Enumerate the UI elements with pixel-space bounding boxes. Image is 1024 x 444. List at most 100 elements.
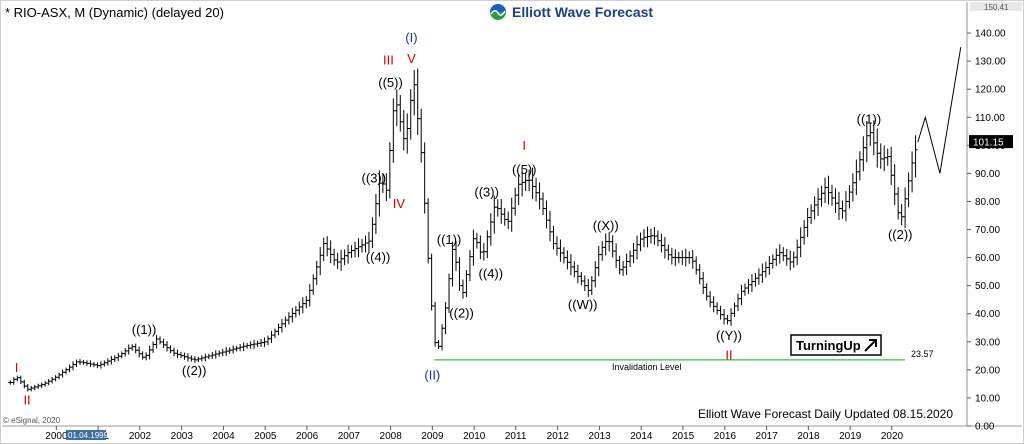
wave-label: ((5)) (512, 162, 537, 177)
footer-update-text: Elliott Wave Forecast Daily Updated 08.1… (698, 407, 953, 421)
ohlc-bar (328, 240, 333, 264)
ohlc-bar (910, 151, 915, 193)
ohlc-bar (885, 148, 890, 166)
ohlc-bar (582, 275, 587, 292)
ohlc-bar (151, 341, 156, 353)
x-tick-label: 2014 (630, 431, 653, 442)
wave-label: ((3)) (474, 184, 499, 199)
x-tick-label: 2007 (338, 431, 361, 442)
ohlc-bar (283, 316, 288, 328)
ohlc-bar (506, 211, 511, 230)
ohlc-bar (234, 345, 239, 352)
ohlc-bar (433, 301, 438, 347)
ohlc-bar (429, 253, 434, 311)
wave-label: II (23, 393, 30, 408)
ohlc-bar (669, 247, 674, 265)
y-tick-label: 0.00 (975, 422, 995, 433)
ohlc-bar (749, 274, 754, 293)
ohlc-bar (652, 227, 657, 245)
ohlc-bar (854, 159, 859, 196)
ohlc-bar (697, 264, 702, 285)
ohlc-bar (875, 128, 880, 168)
ohlc-bar (701, 271, 706, 295)
ohlc-bar (694, 256, 699, 275)
ohlc-bar (579, 271, 584, 286)
ohlc-bar (655, 230, 660, 247)
wave-label: ((1)) (437, 232, 462, 247)
ohlc-bar (746, 278, 751, 294)
logo: Elliott Wave Forecast (490, 4, 653, 20)
ohlc-bar (373, 194, 378, 234)
ohlc-bar (896, 187, 901, 220)
ohlc-bar (715, 302, 720, 315)
ohlc-bar (795, 239, 800, 266)
wave-label: ((2)) (888, 227, 913, 242)
ohlc-bar (189, 355, 194, 362)
arrow-up-right-icon (864, 339, 877, 352)
wave-label: ((1)) (132, 322, 157, 337)
x-tick-label: 2002 (129, 431, 152, 442)
ohlc-bar (784, 248, 789, 266)
ohlc-bar (739, 284, 744, 306)
wave-label: II (725, 348, 732, 363)
ohlc-bar (593, 261, 598, 288)
ohlc-bar (175, 349, 180, 359)
last-price-badge: 101.15 (969, 135, 1013, 149)
ohlc-bar (680, 250, 685, 265)
ohlc-bar (906, 172, 911, 208)
ohlc-bar (88, 360, 93, 368)
ohlc-bar (67, 364, 72, 373)
ohlc-bar (64, 367, 69, 375)
ohlc-bar (185, 353, 190, 362)
ohlc-bar (513, 187, 518, 216)
ohlc-bar (241, 342, 246, 352)
ohlc-bar (617, 255, 622, 275)
ohlc-bar (133, 343, 138, 354)
ohlc-bar (467, 250, 472, 282)
ohlc-bar (805, 207, 810, 238)
ohlc-bar (203, 353, 208, 362)
ohlc-bar (488, 213, 493, 246)
ohlc-bar (11, 377, 16, 385)
ohlc-bar (196, 356, 201, 362)
x-tick-label: 2018 (797, 431, 820, 442)
ohlc-bar (332, 248, 337, 266)
x-tick-label: 2012 (547, 431, 570, 442)
ohlc-bar (46, 379, 51, 386)
ohlc-bar (262, 337, 267, 348)
ohlc-bar (220, 348, 225, 357)
ohlc-bar (245, 342, 250, 349)
ohlc-bar (182, 352, 187, 360)
ohlc-bar (631, 243, 636, 264)
wave-label: ((4)) (479, 266, 504, 281)
ohlc-bar (495, 199, 500, 217)
ohlc-bar (722, 309, 727, 325)
x-tick-label: 2010 (463, 431, 486, 442)
x-tick-label: 2016 (714, 431, 737, 442)
ohlc-bar (610, 235, 615, 258)
ohlc-bar (286, 312, 291, 325)
ohlc-bar (774, 248, 779, 267)
ohlc-bar (575, 264, 580, 284)
ohlc-bar (105, 358, 110, 366)
ohlc-bar (499, 198, 504, 224)
wave-label: ((4)) (366, 249, 391, 264)
ohlc-bar (474, 232, 479, 249)
ohlc-bar (426, 198, 431, 264)
ohlc-bar (18, 375, 23, 385)
ohlc-bar (756, 268, 761, 285)
ohlc-bar (788, 250, 793, 271)
ohlc-bar (809, 204, 814, 224)
ohlc-bar (300, 297, 305, 314)
ohlc-bar (614, 243, 619, 269)
ohlc-bar (119, 351, 124, 359)
wave-label: I (522, 138, 526, 153)
ohlc-bar (823, 177, 828, 204)
ohlc-bar (781, 247, 786, 262)
wave-label: ((3)) (362, 170, 387, 185)
ohlc-bar (342, 249, 347, 266)
ohlc-bar (861, 136, 866, 172)
wave-label: ((Y)) (716, 328, 742, 343)
ohlc-bar (15, 375, 20, 382)
ohlc-bar (387, 142, 392, 199)
